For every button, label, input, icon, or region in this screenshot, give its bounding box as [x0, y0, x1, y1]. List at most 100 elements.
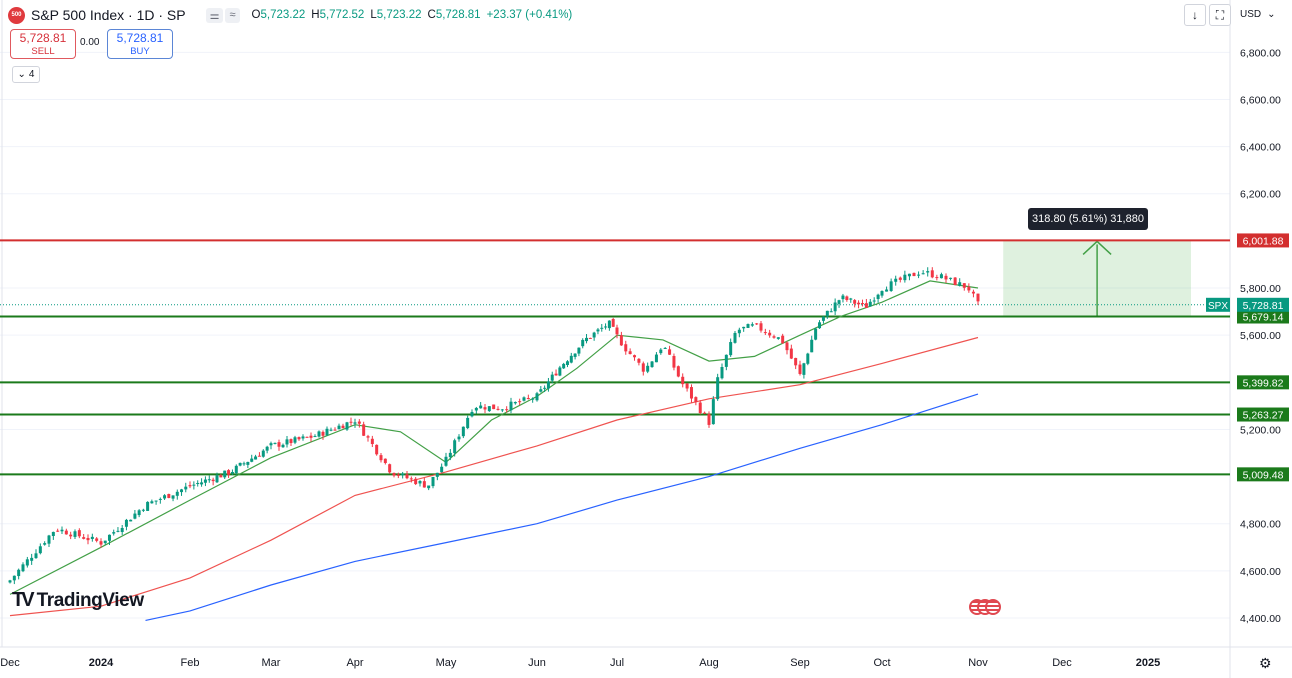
candle-body	[341, 425, 345, 429]
candle-body	[158, 498, 162, 500]
indicators-count: 4	[28, 69, 35, 80]
candle-body	[405, 474, 409, 479]
candle-body	[466, 417, 470, 429]
currency-select[interactable]: USD ⌄	[1236, 4, 1286, 24]
high-value: 5,772.52	[319, 9, 365, 21]
candle-body	[917, 274, 921, 276]
candle-body	[624, 344, 628, 352]
candle-body	[912, 272, 916, 277]
candle-body	[802, 363, 806, 375]
candle-body	[650, 361, 654, 368]
candle-body	[535, 393, 539, 401]
candle-body	[750, 324, 754, 326]
legend-icons: ⚌ ≈	[205, 7, 240, 23]
candle-body	[733, 332, 737, 343]
x-tick-label: Feb	[181, 657, 200, 669]
candle-body	[829, 311, 833, 313]
chart-legend: 500 S&P 500 Index · 1D · SP ⚌ ≈ O5,723.2…	[8, 4, 572, 26]
candle-body	[211, 479, 215, 482]
candle-body	[518, 401, 522, 403]
tradingview-logo-icon: TV	[12, 589, 34, 611]
us-flag-icon[interactable]	[985, 599, 1001, 615]
gear-icon[interactable]: ⚙	[1259, 655, 1272, 671]
candle-body	[107, 534, 111, 541]
candle-body	[388, 464, 392, 473]
candle-body	[396, 474, 400, 476]
level-price-tag	[1237, 375, 1289, 390]
candle-body	[558, 367, 562, 376]
symbol-title[interactable]: S&P 500 Index · 1D · SP	[31, 7, 186, 23]
candle-body	[215, 475, 219, 483]
candle-body	[38, 546, 42, 554]
y-tick-label: 5,800.00	[1240, 283, 1281, 295]
candle-body	[34, 553, 38, 559]
wave-icon[interactable]: ≈	[225, 7, 240, 23]
candle-body	[317, 431, 321, 437]
candle-body	[724, 354, 728, 367]
tradingview-logo[interactable]: TV TradingView	[12, 589, 144, 612]
download-button[interactable]: ↓	[1184, 4, 1206, 26]
chevron-down-icon: ⌄	[17, 69, 26, 80]
candle-body	[720, 367, 724, 379]
x-tick-label: 2025	[1136, 657, 1160, 669]
candle-body	[755, 323, 759, 325]
candle-body	[554, 373, 558, 376]
candle-body	[876, 294, 880, 299]
candle-body	[297, 437, 301, 440]
measure-label: 318.80 (5.61%) 31,880	[1028, 208, 1148, 230]
candle-body	[814, 328, 818, 340]
candle-body	[967, 286, 971, 291]
x-tick-label: Jul	[610, 657, 624, 669]
candle-body	[60, 529, 64, 532]
fullscreen-button[interactable]: ⛶	[1209, 4, 1231, 26]
candle-body	[337, 425, 341, 430]
events-markers[interactable]	[969, 599, 1001, 615]
candle-body	[868, 301, 872, 307]
candle-body	[86, 537, 90, 541]
candle-body	[73, 531, 77, 537]
candle-body	[470, 411, 474, 417]
x-tick-label: Sep	[790, 657, 810, 669]
indicators-toggle-button[interactable]: ⌄ 4	[12, 66, 40, 83]
candle-body	[285, 439, 289, 445]
candle-body	[806, 353, 810, 364]
candle-body	[676, 366, 680, 377]
candle-body	[785, 342, 789, 351]
candle-body	[383, 458, 387, 464]
candle-body	[737, 329, 741, 334]
candle-body	[505, 409, 509, 411]
candle-body	[345, 422, 349, 430]
candle-body	[841, 295, 845, 300]
candle-body	[600, 327, 604, 329]
candle-body	[141, 509, 145, 511]
candle-body	[573, 353, 577, 357]
level-price-label: 5,263.27	[1243, 410, 1284, 422]
currency-value: USD	[1240, 8, 1262, 20]
candle-body	[833, 302, 837, 312]
candle-body	[12, 575, 16, 581]
candle-body	[707, 414, 711, 425]
level-price-label: 5,679.14	[1243, 312, 1284, 324]
candle-body	[25, 559, 29, 566]
candle-body	[223, 470, 227, 478]
last-price-label: 5,728.81	[1243, 300, 1284, 312]
moving-average-mid	[9, 336, 979, 617]
candle-body	[596, 329, 600, 332]
candle-body	[163, 495, 167, 499]
candle-body	[944, 275, 948, 280]
candle-body	[487, 406, 491, 412]
y-tick-label: 6,200.00	[1240, 189, 1281, 201]
candle-body	[539, 389, 543, 392]
candle-body	[453, 440, 457, 454]
hide-legend-icon[interactable]: ⚌	[205, 7, 224, 23]
buy-button[interactable]: 5,728.81 BUY	[107, 29, 173, 59]
candle-body	[849, 298, 853, 300]
candle-body	[254, 456, 258, 460]
x-tick-label: May	[436, 657, 457, 669]
candle-body	[370, 438, 374, 445]
candle-body	[646, 365, 650, 372]
candle-body	[242, 463, 246, 465]
sell-button[interactable]: 5,728.81 SELL	[10, 29, 76, 59]
candle-body	[43, 543, 47, 545]
